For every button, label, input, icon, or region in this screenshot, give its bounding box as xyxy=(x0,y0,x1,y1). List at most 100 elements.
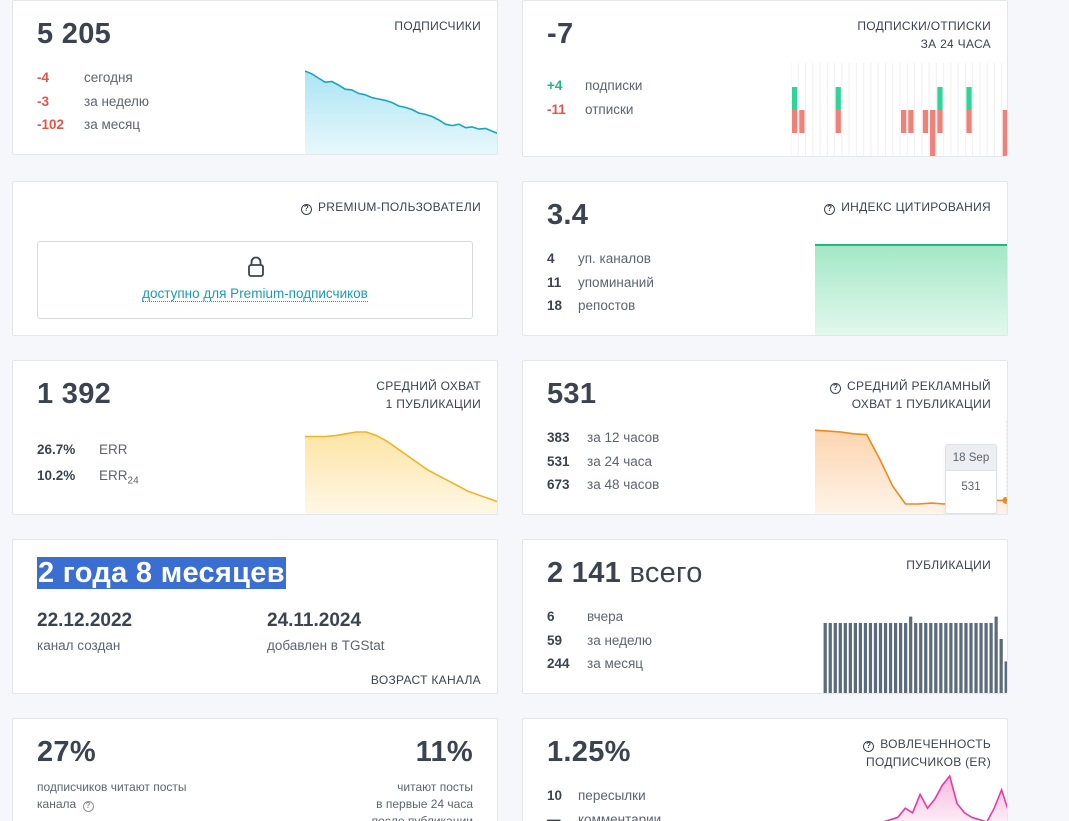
list-item: -11 отписки xyxy=(547,102,634,117)
area-fill xyxy=(815,430,1007,514)
post-bar xyxy=(888,623,893,693)
unsubscribe-bar xyxy=(901,110,907,133)
help-icon[interactable]: ? xyxy=(863,741,875,752)
list-item: 4 уп. каналов xyxy=(547,251,651,266)
channel-age-card[interactable]: 2 года 8 месяцев 22.12.2022 канал создан… xyxy=(12,539,498,694)
premium-locked-box[interactable]: доступно для Premium-подписчиков xyxy=(37,241,473,319)
help-icon[interactable]: ? xyxy=(830,383,842,394)
area-fill xyxy=(305,71,497,154)
list-item: -3 за неделю xyxy=(37,94,150,109)
subs-unsubs-label: ПОДПИСКИ/ОТПИСКИ ЗА 24 ЧАСА xyxy=(857,19,991,51)
posts-card[interactable]: 2 141 всего ПУБЛИКАЦИИ 6 вчера 59 за недел… xyxy=(522,539,1008,694)
posts-label: ПУБЛИКАЦИИ xyxy=(906,558,991,572)
help-icon[interactable]: ? xyxy=(824,204,836,215)
premium-link[interactable]: доступно для Premium-подписчиков xyxy=(142,286,368,302)
area-fill xyxy=(886,776,1007,821)
post-bar xyxy=(833,623,837,693)
average-reach-value: 1 392 xyxy=(37,378,112,410)
hover-point xyxy=(1002,496,1007,504)
list-item: -102 за месяц xyxy=(37,117,141,132)
citation-card[interactable]: 3.4 ? ИНДЕКС ЦИТИРОВАНИЯ 4 уп. каналов 11 у… xyxy=(522,181,1008,336)
subscribe-bar xyxy=(966,87,972,110)
post-bar xyxy=(929,623,933,693)
premium-card[interactable]: ? PREMIUM-ПОЛЬЗОВАТЕЛИ доступно для Premi… xyxy=(12,181,498,336)
channel-age-label: ВОЗРАСТ КАНАЛА xyxy=(370,673,481,687)
post-bar xyxy=(828,623,832,693)
subscribers-card[interactable]: 5 205 ПОДПИСЧИКИ -4 сегодня -3 за неделю -… xyxy=(12,0,498,155)
post-bar xyxy=(878,623,883,693)
list-item: 59 за неделю xyxy=(547,633,653,648)
help-icon[interactable]: ? xyxy=(300,204,312,215)
list-item: 383 за 12 часов xyxy=(547,430,660,445)
list-item: +4 подписки xyxy=(547,78,643,93)
series-line xyxy=(883,774,1007,821)
posts-total: 2 141 всего xyxy=(547,557,703,589)
added-date: 24.11.2024 xyxy=(267,610,362,631)
unsubscribe-bar xyxy=(922,110,929,133)
unsubscribe-bar xyxy=(908,110,914,133)
post-bar xyxy=(868,623,873,693)
post-bar xyxy=(944,623,948,693)
area-fill xyxy=(305,432,497,514)
post-bar xyxy=(939,623,943,693)
subs-unsubs-hourly-chart xyxy=(791,63,1007,156)
post-bar xyxy=(853,623,857,693)
list-item: 18 репостов xyxy=(547,298,636,313)
post-bar xyxy=(843,623,847,693)
engagement-card[interactable]: 1.25% ? ВОВЛЕЧЕННОСТЬ ПОДПИСЧИКОВ (ER) 10… xyxy=(522,718,1008,821)
series-line xyxy=(305,70,497,135)
list-item: 11 упоминаний xyxy=(547,275,654,290)
engagement-label: ? ВОВЛЕЧЕННОСТЬ ПОДПИСЧИКОВ (ER) xyxy=(863,735,991,771)
post-bar xyxy=(1004,661,1007,693)
post-bar xyxy=(919,623,923,693)
engagement-trend-chart xyxy=(883,774,1007,821)
post-bar xyxy=(959,623,963,693)
post-bar xyxy=(934,623,938,693)
reach-card[interactable]: 1 392 СРЕДНИЙ ОХВАТ 1 ПУБЛИКАЦИИ 26.7% ER… xyxy=(12,360,498,515)
post-bar xyxy=(838,623,842,693)
unsubscribe-bar xyxy=(1002,110,1007,156)
post-bar xyxy=(954,623,958,693)
post-bar xyxy=(914,623,918,693)
series-line xyxy=(305,431,497,503)
post-bar xyxy=(899,623,903,693)
post-bar xyxy=(909,616,913,693)
post-bar xyxy=(989,623,993,693)
post-bar xyxy=(979,623,983,693)
post-bar xyxy=(858,623,863,693)
read-share-card[interactable]: 27% подписчиков читают посты канала ? 11… xyxy=(12,718,498,821)
list-item: 244 за месяц xyxy=(547,656,644,671)
created-label: канал создан xyxy=(37,638,121,653)
subs-unsubs-card[interactable]: -7 ПОДПИСКИ/ОТПИСКИ ЗА 24 ЧАСА +4 подписк… xyxy=(522,0,1008,157)
post-bar xyxy=(949,623,953,693)
list-item: 531 за 24 часа xyxy=(547,454,653,469)
citation-label: ? ИНДЕКС ЦИТИРОВАНИЯ xyxy=(824,198,991,216)
post-bar xyxy=(893,623,898,693)
chart-tooltip: 18 Sep 531 xyxy=(945,444,997,514)
engagement-value: 1.25% xyxy=(547,736,631,768)
post-bar xyxy=(904,623,908,693)
unsubscribe-bar xyxy=(792,110,798,133)
ad-reach-card[interactable]: 531 ? СРЕДНИЙ РЕКЛАМНЫЙ ОХВАТ 1 ПУБЛИКАЦИ… xyxy=(522,360,1008,515)
read-share-right-value: 11% xyxy=(415,736,473,768)
channel-age-value[interactable]: 2 года 8 месяцев xyxy=(37,557,286,589)
added-label: добавлен в TGStat xyxy=(267,638,385,653)
reach-label: СРЕДНИЙ ОХВАТ 1 ПУБЛИКАЦИИ xyxy=(376,379,481,411)
post-bar xyxy=(873,623,878,693)
post-bar xyxy=(999,639,1003,693)
premium-label: ? PREMIUM-ПОЛЬЗОВАТЕЛИ xyxy=(300,198,481,216)
post-bar xyxy=(969,623,973,693)
post-bar xyxy=(823,623,827,693)
citation-chart xyxy=(815,244,1007,335)
post-bar xyxy=(974,623,978,693)
list-item: 673 за 48 часов xyxy=(547,477,660,492)
help-icon[interactable]: ? xyxy=(82,801,94,812)
area-fill xyxy=(815,245,1007,335)
subscribe-bar xyxy=(835,87,841,110)
post-bar xyxy=(994,616,998,693)
unsubscribe-bar xyxy=(799,110,805,133)
subscribers-count: 5 205 xyxy=(37,18,112,50)
read-share-left-text: подписчиков читают посты канала ? xyxy=(37,780,187,812)
unsubscribe-bar xyxy=(966,110,972,133)
reach-trend-chart xyxy=(305,431,497,514)
